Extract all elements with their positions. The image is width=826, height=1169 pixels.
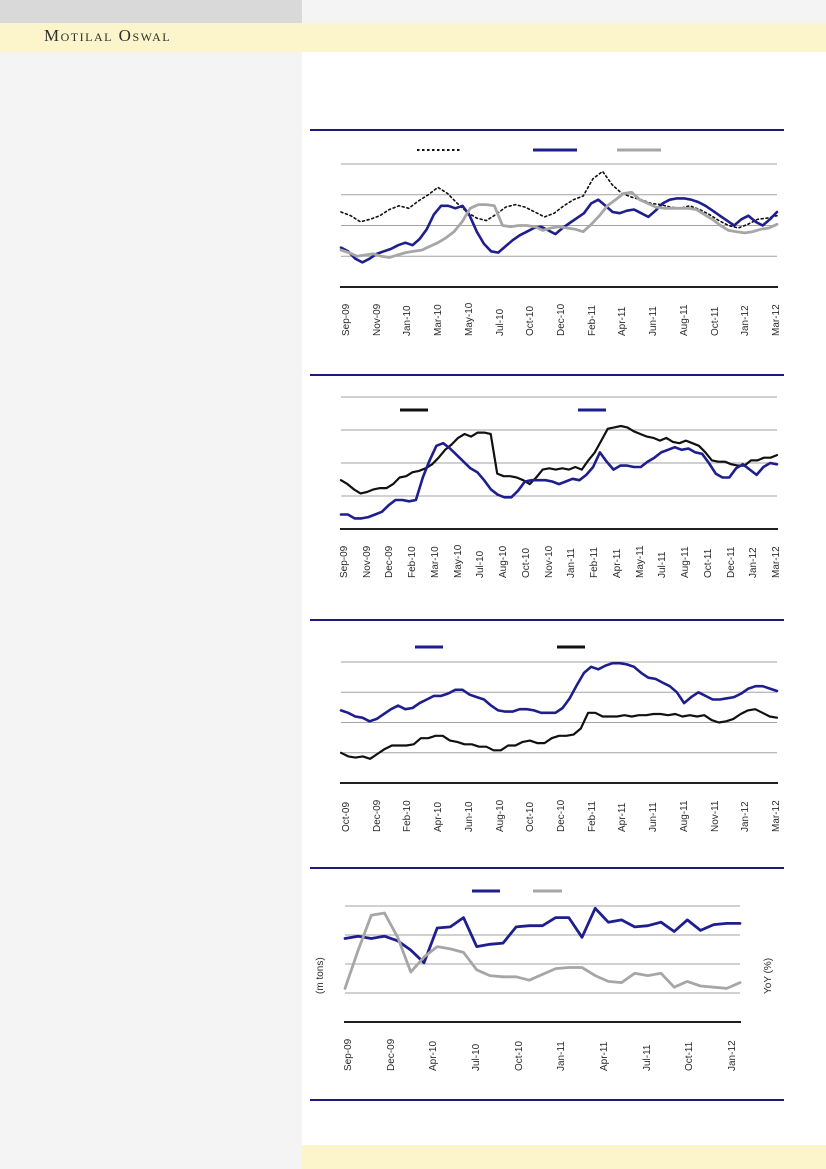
- chart3-x-tick-label: Jun-11: [648, 802, 660, 832]
- chart1-series-dotted-black: [340, 170, 778, 229]
- chart3-x-tick-label: Mar-12: [771, 800, 782, 832]
- chart3-series-navy: [339, 661, 779, 723]
- chart2-x-tick-label: Oct-10: [520, 547, 532, 578]
- chart4-series-navy: [343, 906, 742, 965]
- chart3-x-tick-label: Dec-09: [371, 799, 383, 832]
- chart1-x-tick-label: Mar-12: [771, 304, 782, 336]
- chart4-series-gray: [343, 911, 742, 990]
- chart2-x-tick-label: Jul-10: [475, 550, 487, 578]
- chart2-x-tick-label: May-10: [452, 544, 464, 578]
- chart4-left-axis-title: (m tons): [315, 957, 326, 994]
- chart2-x-tick-label: Dec-11: [725, 546, 737, 579]
- chart2-x-tick-label: Mar-10: [429, 546, 441, 578]
- chart2-x-tick-label: Jan-11: [566, 548, 578, 578]
- chart3-x-tick-label: Dec-10: [556, 799, 567, 832]
- chart1-x-tick-label: May-10: [463, 302, 475, 336]
- chart3-x-tick-label: Apr-10: [433, 801, 445, 832]
- chart4-x-tick-label: Oct-11: [684, 1041, 696, 1071]
- chart4-x-tick-label: Apr-10: [428, 1040, 440, 1071]
- chart4-x-tick-label: Jan-11: [556, 1041, 568, 1071]
- chart3-x-tick-label: Feb-11: [586, 801, 598, 832]
- brand-logo-text: Motilal Oswal: [44, 26, 172, 45]
- brand-band: Motilal Oswal: [0, 23, 826, 52]
- chart1-x-tick-label: Jan-12: [740, 305, 752, 336]
- chart4-x-tick-label: Jul-11: [641, 1044, 653, 1072]
- chart2-x-tick-label: Feb-11: [589, 547, 601, 578]
- top-gray-bar: [0, 0, 302, 23]
- chart1-x-tick-label: Oct-11: [709, 306, 721, 336]
- chart1-x-tick-label: Feb-11: [586, 305, 598, 336]
- chart2-x-tick-label: Jul-11: [657, 551, 669, 579]
- chart1-x-tick-label: Apr-11: [617, 306, 629, 336]
- left-sidebar: [0, 0, 302, 1169]
- chart2-x-tick-label: Sep-09: [339, 545, 350, 578]
- chart2-x-tick-label: Jan-12: [748, 547, 760, 578]
- chart4-x-tick-label: Oct-10: [513, 1040, 525, 1071]
- chart4-x-tick-label: Jul-10: [471, 1043, 482, 1071]
- chart3-x-tick-label: Feb-10: [402, 800, 414, 832]
- chart1-x-tick-label: Aug-11: [678, 304, 690, 336]
- chart3-x-tick-label: Aug-10: [494, 799, 506, 832]
- chart1-x-tick-label: Jun-11: [648, 306, 660, 336]
- chart1-x-tick-label: Dec-10: [556, 303, 567, 336]
- chart2-x-tick-label: May-11: [634, 545, 646, 578]
- chart2-x-tick-label: Mar-12: [771, 546, 782, 578]
- chart3-x-tick-label: Nov-11: [709, 800, 721, 833]
- bottom-yellow-band: [302, 1145, 826, 1169]
- chart2-x-tick-label: Apr-11: [611, 548, 623, 578]
- chart2-x-tick-label: Dec-09: [384, 545, 396, 578]
- chart3-x-tick-label: Apr-11: [617, 802, 629, 832]
- chart4-right-axis-title: YoY (%): [763, 957, 774, 994]
- top-light-strip: [302, 0, 826, 23]
- chart3-x-tick-label: Jan-12: [740, 801, 752, 832]
- chart3-x-tick-label: Oct-10: [525, 801, 537, 832]
- chart3-series-black: [339, 708, 779, 760]
- chart2-series-black: [339, 424, 779, 495]
- chart2-x-tick-label: Nov-09: [361, 545, 373, 578]
- chart4-x-tick-label: Apr-11: [599, 1041, 610, 1071]
- chart3-x-tick-label: Aug-11: [678, 800, 690, 832]
- chart2-x-tick-label: Oct-11: [702, 548, 714, 578]
- chart1-series-gray: [339, 190, 779, 259]
- chart1-x-tick-label: Sep-09: [341, 303, 352, 336]
- chart3-x-tick-label: Jun-10: [463, 801, 475, 832]
- chart2-x-tick-label: Feb-10: [407, 546, 419, 578]
- chart1-x-tick-label: Mar-10: [433, 304, 445, 336]
- chart1-x-tick-label: Oct-10: [525, 305, 537, 336]
- chart2-series-navy: [339, 441, 779, 520]
- chart2-x-tick-label: Aug-11: [680, 546, 692, 578]
- chart1-x-tick-label: Nov-09: [371, 303, 383, 336]
- chart4-x-tick-label: Jan-12: [727, 1040, 738, 1071]
- chart1-series-navy: [339, 197, 779, 264]
- chart4-x-tick-label: Sep-09: [343, 1038, 354, 1071]
- chart1-x-tick-label: Jul-10: [494, 308, 506, 336]
- chart2-x-tick-label: Aug-10: [498, 545, 510, 578]
- chart3-x-tick-label: Oct-09: [341, 801, 352, 832]
- chart4-x-tick-label: Dec-09: [385, 1038, 397, 1071]
- chart1-x-tick-label: Jan-10: [402, 305, 414, 336]
- chart2-x-tick-label: Nov-10: [543, 545, 555, 578]
